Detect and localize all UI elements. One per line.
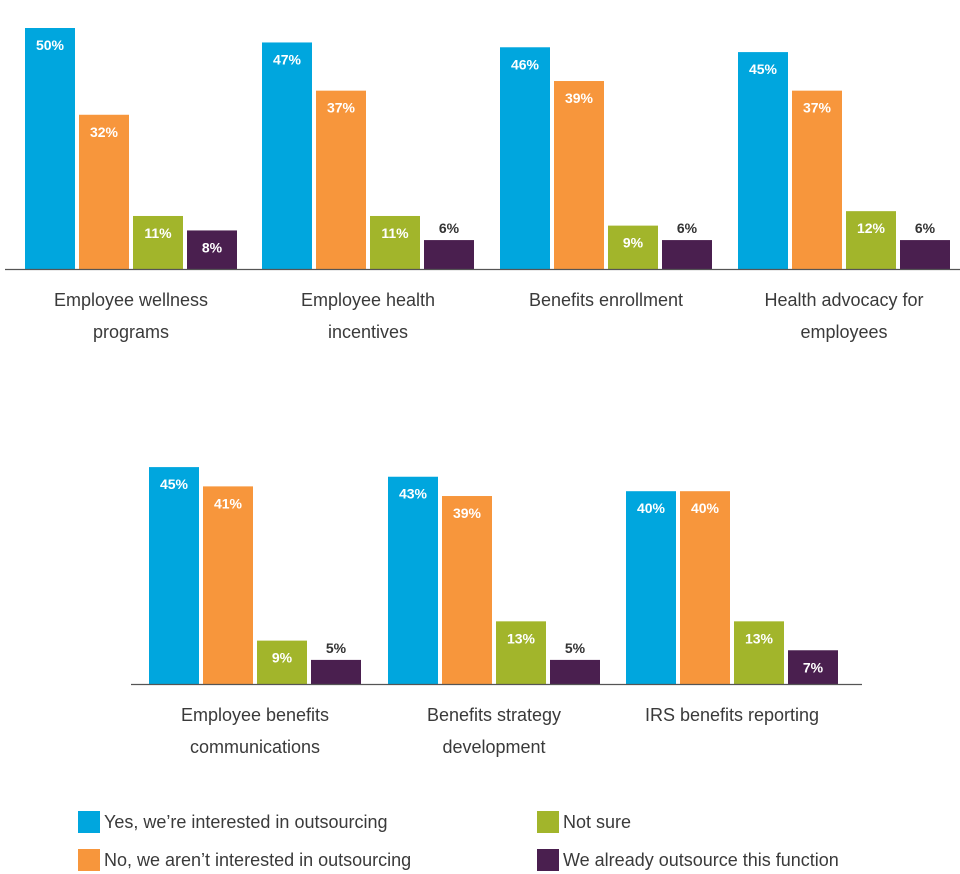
data-label: 40% (691, 500, 720, 516)
category-label: IRS benefits reporting (645, 705, 819, 725)
data-label: 11% (381, 225, 409, 241)
chart-panel-bottom: 45% 41% 9% 5% Employee benefits communication… (131, 467, 862, 757)
data-label: 8% (202, 239, 223, 255)
data-label: 37% (803, 100, 832, 116)
data-label: 6% (677, 220, 698, 236)
category-label: Employee benefits communications (181, 705, 329, 757)
data-label: 6% (439, 220, 460, 236)
data-label: 7% (803, 659, 824, 675)
data-label: 37% (327, 100, 356, 116)
category-label: Benefits strategy development (427, 705, 561, 757)
data-label: 39% (453, 505, 482, 521)
data-label: 12% (857, 220, 886, 236)
data-label: 32% (90, 124, 119, 140)
bar-yes (738, 52, 788, 269)
data-label: 45% (749, 61, 778, 77)
data-label: 45% (160, 476, 189, 492)
category-label: Health advocacy for employees (764, 290, 923, 342)
bar-yes (500, 47, 550, 269)
bar-already (311, 660, 361, 684)
bar-yes (262, 42, 312, 269)
bar-group: 40% 40% 13% 7% IRS benefits reporting (626, 491, 838, 725)
data-label: 11% (144, 225, 172, 241)
bar-group: 43% 39% 13% 5% Benefits strategy development (388, 477, 600, 757)
category-label: Employee health incentives (301, 290, 435, 342)
data-label: 46% (511, 56, 540, 72)
bar-group: 45% 41% 9% 5% Employee benefits communication… (149, 467, 361, 757)
data-label: 5% (565, 640, 586, 656)
bar-already (662, 240, 712, 269)
bar-already (424, 240, 474, 269)
data-label: 5% (326, 640, 347, 656)
data-label: 40% (637, 500, 666, 516)
data-label: 47% (273, 51, 302, 67)
bar-not-sure (133, 216, 183, 269)
bar-group: 47% 37% 11% 6% Employee health incentives (262, 42, 474, 342)
data-label: 39% (565, 90, 594, 106)
data-label: 6% (915, 220, 936, 236)
bar-no (680, 491, 730, 684)
data-label: 9% (623, 235, 644, 251)
bar-already (550, 660, 600, 684)
data-label: 9% (272, 650, 293, 666)
bar-no (203, 486, 253, 684)
data-label: 13% (745, 630, 774, 646)
category-label: Benefits enrollment (529, 290, 683, 310)
bar-group: 46% 39% 9% 6% Benefits enrollment (500, 47, 712, 310)
data-label: 41% (214, 495, 243, 511)
bar-yes (388, 477, 438, 684)
bar-group: 45% 37% 12% 6% Health advocacy for employees (738, 52, 950, 342)
bar-no (442, 496, 492, 684)
data-label: 13% (507, 630, 536, 646)
bar-no (316, 91, 366, 269)
bar-yes (149, 467, 199, 684)
bar-yes (25, 28, 75, 269)
bar-yes (626, 491, 676, 684)
bar-no (554, 81, 604, 269)
data-label: 43% (399, 486, 428, 502)
bar-no (792, 91, 842, 269)
bar-group: 50% 32% 11% 8% Employee wellness programs (25, 28, 237, 342)
category-label: Employee wellness programs (54, 290, 208, 342)
data-label: 50% (36, 37, 65, 53)
chart-panel-top: 50% 32% 11% 8% Employee wellness programs 47% 3… (5, 28, 960, 342)
bar-not-sure (370, 216, 420, 269)
bar-already (900, 240, 950, 269)
